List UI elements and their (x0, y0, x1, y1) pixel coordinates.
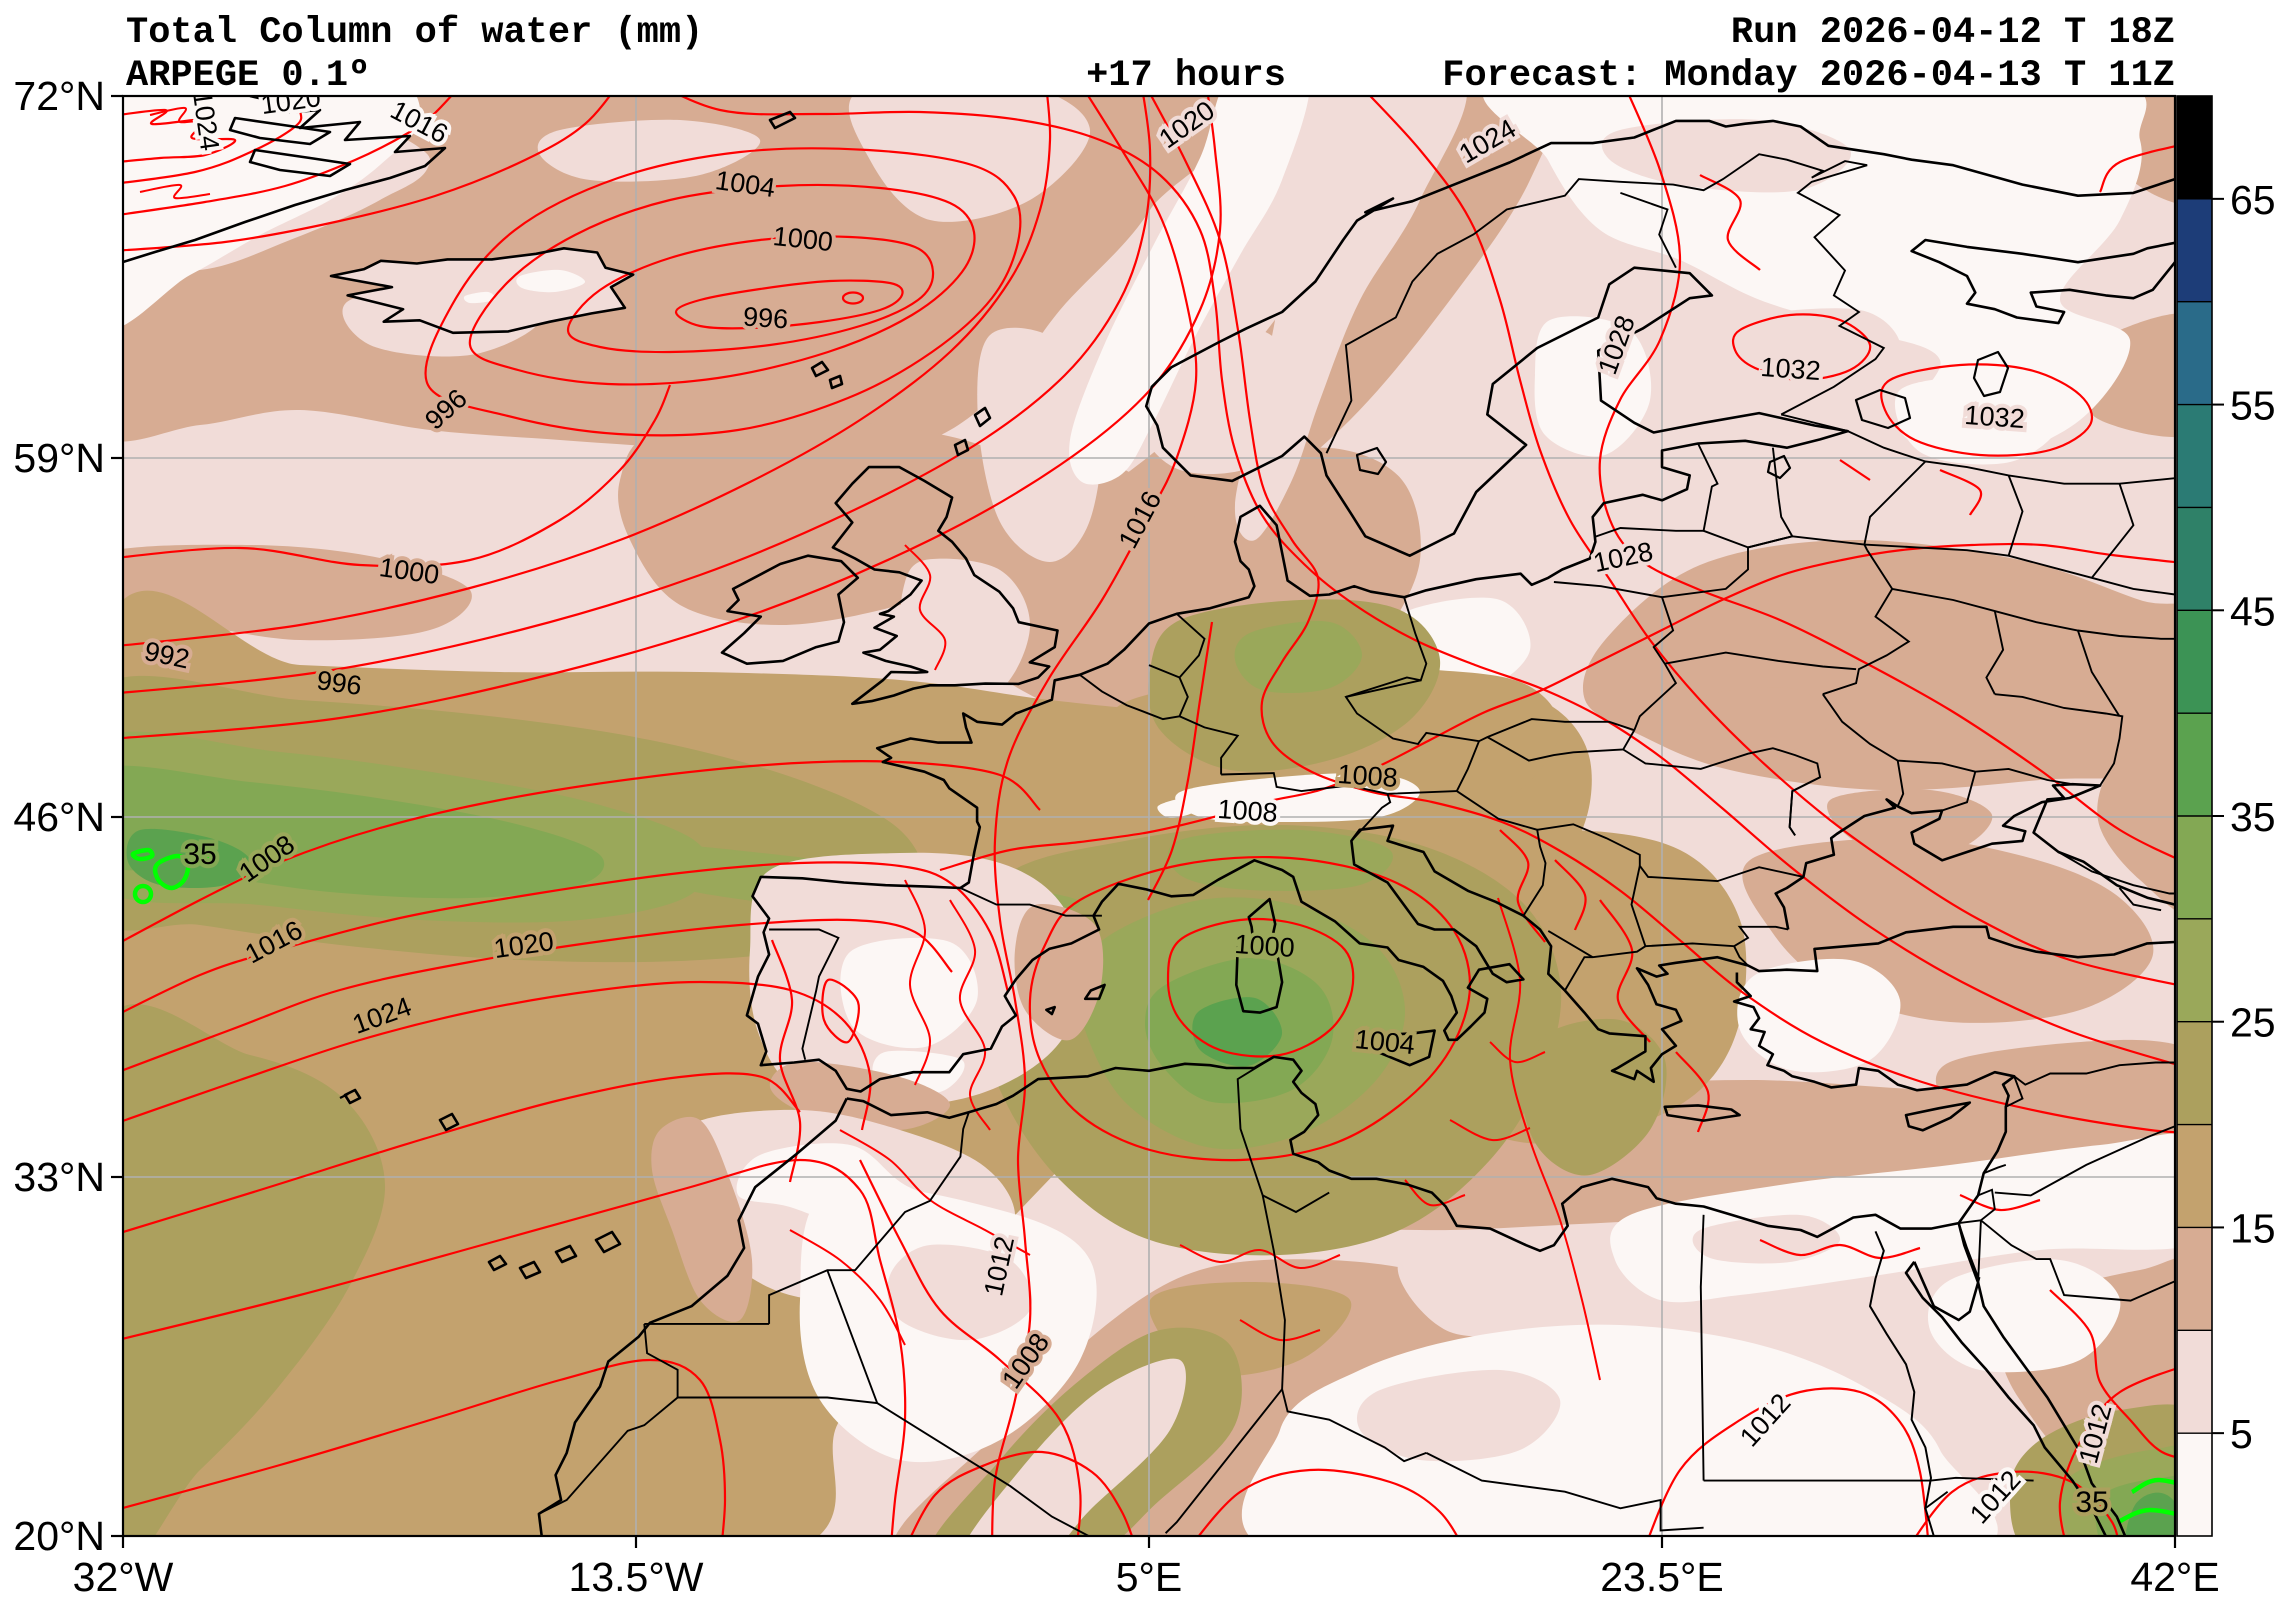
svg-text:ARPEGE 0.1º: ARPEGE 0.1º (126, 55, 370, 97)
svg-text:1008: 1008 (1217, 794, 1279, 828)
svg-text:20°N: 20°N (13, 1513, 105, 1559)
svg-text:996: 996 (315, 665, 364, 701)
svg-text:1032: 1032 (1760, 352, 1822, 386)
svg-text:72°N: 72°N (13, 73, 105, 119)
svg-text:5°E: 5°E (1116, 1554, 1183, 1600)
svg-text:59°N: 59°N (13, 435, 105, 481)
svg-text:15: 15 (2230, 1205, 2276, 1251)
svg-text:45: 45 (2230, 588, 2276, 634)
svg-text:25: 25 (2230, 1000, 2276, 1046)
svg-text:42°E: 42°E (2130, 1554, 2219, 1600)
svg-text:35: 35 (183, 838, 216, 871)
svg-text:Total Column of water (mm): Total Column of water (mm) (126, 12, 703, 54)
svg-text:65: 65 (2230, 177, 2276, 223)
svg-text:1004: 1004 (1353, 1024, 1416, 1060)
svg-text:32°W: 32°W (73, 1554, 174, 1600)
svg-text:1000: 1000 (771, 221, 834, 257)
svg-text:55: 55 (2230, 383, 2276, 429)
svg-text:23.5°E: 23.5°E (1600, 1554, 1724, 1600)
svg-text:13.5°W: 13.5°W (569, 1554, 704, 1600)
svg-text:5: 5 (2230, 1411, 2253, 1457)
svg-text:1000: 1000 (1234, 929, 1296, 963)
svg-text:35: 35 (2075, 1486, 2108, 1519)
svg-text:1008: 1008 (1337, 759, 1399, 793)
svg-text:996: 996 (742, 301, 789, 334)
svg-text:35: 35 (2230, 794, 2276, 840)
svg-text:+17 hours: +17 hours (1086, 55, 1286, 97)
svg-text:1032: 1032 (1964, 400, 2026, 434)
svg-text:Forecast: Monday 2026-04-13 T: Forecast: Monday 2026-04-13 T 11Z (1442, 55, 2175, 97)
svg-text:33°N: 33°N (13, 1154, 105, 1200)
svg-text:Run 2026-04-12 T 18Z: Run 2026-04-12 T 18Z (1731, 12, 2175, 54)
svg-text:46°N: 46°N (13, 794, 105, 840)
